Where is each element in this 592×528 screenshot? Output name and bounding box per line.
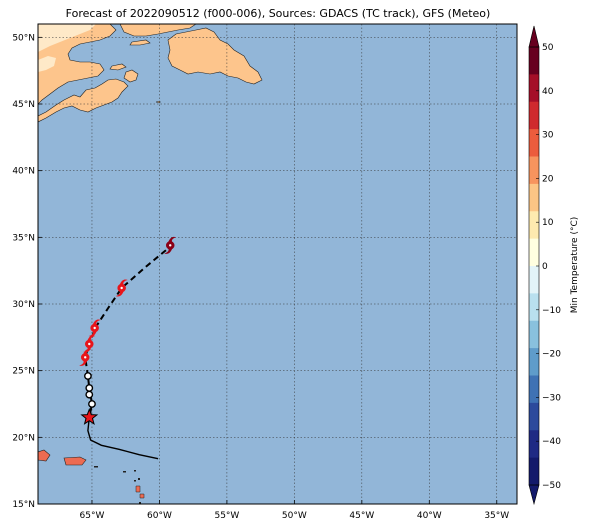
colorbar-extend-bottom	[528, 484, 540, 506]
storm-track	[79, 236, 177, 460]
colorbar-segment	[529, 47, 539, 75]
colorbar-segment	[529, 101, 539, 130]
lat-tick-label: 50°N	[12, 33, 35, 43]
lon-tick-label: 40°W	[417, 511, 442, 521]
colorbar-ticks: 50 40 30 20 10 0 −10 −20 −30 −40 −50	[536, 43, 561, 491]
observed-position-marker	[85, 384, 94, 392]
colorbar-label: Min Temperature (°C)	[570, 217, 580, 314]
land-labrador	[119, 24, 197, 37]
map-title: Forecast of 2022090512 (f000-006), Sourc…	[66, 7, 491, 20]
colorbar-segment	[529, 320, 539, 349]
lat-tick-label: 15°N	[12, 500, 35, 510]
hurricane-symbol-icon	[164, 236, 177, 254]
latitude-ticks: 50°N 45°N 40°N 35°N 30°N 25°N 20°N 15°N	[12, 33, 42, 510]
lat-tick-label: 40°N	[12, 167, 35, 177]
current-position-star-icon	[80, 407, 99, 425]
land-newfoundland	[167, 27, 263, 85]
gridlines	[38, 24, 517, 504]
observed-position-marker	[84, 372, 92, 380]
colorbar-tick-label: −40	[542, 437, 561, 447]
land-hispaniola	[38, 449, 51, 462]
hurricane-symbol-icon	[83, 335, 96, 353]
colorbar-tick-label: 30	[542, 131, 554, 141]
map-border	[37, 23, 518, 505]
colorbar: 50 40 30 20 10 0 −10 −20 −30 −40 −50 Min Temperatu…	[528, 25, 580, 506]
colorbar-segment	[529, 293, 539, 322]
colorbar-segment	[529, 74, 539, 103]
lat-tick-label: 35°N	[12, 233, 35, 243]
past-track-line	[87, 417, 159, 460]
colorbar-segment	[529, 348, 539, 376]
land-anticosti	[129, 39, 151, 46]
colorbar-extend-top	[528, 25, 540, 48]
land-maritimes	[38, 24, 117, 105]
colorbar-tick-label: −20	[542, 350, 561, 360]
lat-tick-label: 25°N	[12, 367, 35, 377]
colorbar-tick-label: −50	[542, 481, 561, 491]
lat-tick-label: 20°N	[12, 433, 35, 443]
observed-position-marker	[88, 400, 96, 408]
colorbar-tick-label: 40	[542, 87, 554, 97]
lon-tick-label: 55°W	[214, 511, 239, 521]
land-islands	[135, 485, 145, 499]
colorbar-segment	[529, 266, 539, 294]
lon-tick-label: 45°W	[349, 511, 374, 521]
lon-tick-label: 65°W	[80, 511, 105, 521]
colorbar-tick-label: 50	[542, 43, 554, 53]
colorbar-tick-label: 20	[542, 174, 554, 184]
longitude-ticks: 65°W 60°W 55°W 50°W 45°W 40°W 35°W	[80, 500, 509, 521]
colorbar-segment	[529, 402, 539, 431]
land-sable	[155, 100, 161, 104]
colorbar-segment	[529, 430, 539, 459]
land-puerto-rico	[63, 456, 87, 466]
lon-tick-label: 50°W	[282, 511, 307, 521]
land-inland-light	[38, 24, 96, 52]
colorbar-segment	[529, 156, 539, 185]
colorbar-segment	[529, 238, 539, 267]
land-northeast-us-canada	[38, 78, 129, 123]
colorbar-segment	[529, 375, 539, 404]
land-inland-light-2	[38, 56, 56, 72]
colorbar-tick-label: −30	[542, 393, 561, 403]
colorbar-tick-label: 10	[542, 218, 554, 228]
lon-tick-label: 35°W	[484, 511, 509, 521]
lon-tick-label: 60°W	[147, 511, 172, 521]
colorbar-tick-label: 0	[542, 262, 548, 272]
lat-tick-label: 45°N	[12, 100, 35, 110]
land-cape-breton	[123, 69, 139, 83]
observed-position-marker	[85, 390, 94, 399]
hurricane-symbol-icon	[88, 319, 101, 337]
land-small-islands	[94, 466, 141, 504]
colorbar-segment	[529, 129, 539, 157]
map-panel[interactable]	[37, 23, 518, 505]
colorbar-segments	[528, 25, 540, 506]
colorbar-segment	[529, 211, 539, 240]
lat-tick-label: 30°N	[12, 300, 35, 310]
colorbar-segment	[529, 457, 539, 486]
land-masses	[38, 24, 263, 504]
colorbar-segment	[529, 183, 539, 212]
colorbar-tick-label: −10	[542, 306, 561, 316]
land-pei	[109, 63, 127, 71]
hurricane-symbol-icon	[115, 279, 128, 297]
